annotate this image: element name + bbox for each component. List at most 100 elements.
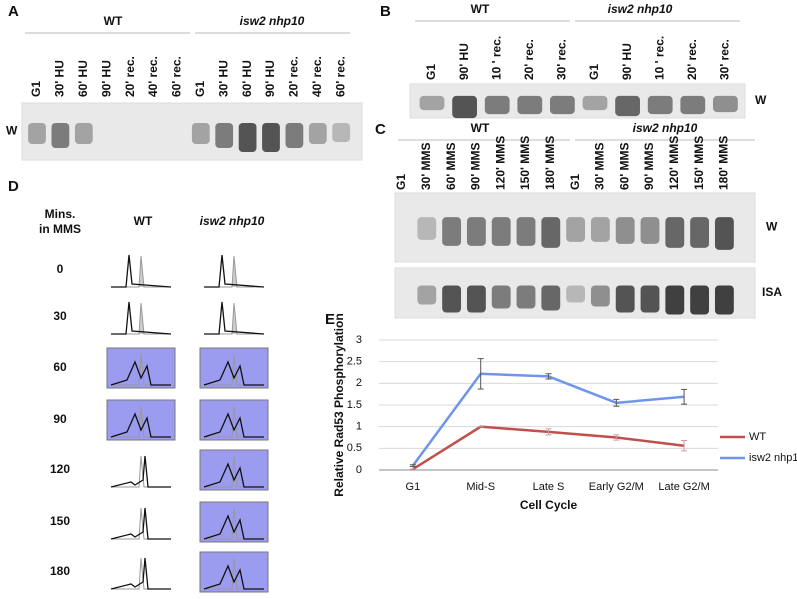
lane-label: 90' HU [620, 43, 634, 80]
lane-label: 60' HU [240, 60, 254, 97]
x-tick-label: Early G2/M [589, 481, 644, 493]
lane-label: G1 [568, 174, 582, 190]
lane-label: 40' rec. [146, 56, 160, 97]
panel-label: B [380, 3, 391, 20]
histogram [203, 564, 264, 590]
error-bar [545, 428, 552, 436]
blot-band [517, 95, 543, 115]
legend-label: WT [749, 431, 766, 443]
blot-band [640, 285, 660, 313]
blot-band [714, 285, 734, 315]
lane-label: 60' HU [76, 60, 90, 97]
blot-band [714, 217, 734, 250]
histogram-gray [204, 255, 264, 288]
blot-band [491, 285, 511, 309]
error-bar [681, 440, 688, 452]
lane-label: 120' MMS [667, 136, 681, 190]
group-label: isw2 nhp10 [608, 2, 673, 16]
lane-label: 60' rec. [170, 56, 184, 97]
blot-band [215, 122, 234, 149]
lane-label: 20' rec. [287, 56, 301, 97]
error-bar [545, 373, 552, 380]
lane-label: 150' MMS [518, 136, 532, 190]
blot-band [665, 217, 685, 248]
lane-label: 40' rec. [310, 56, 324, 97]
y-tick-label: 0.5 [347, 442, 362, 454]
y-tick-label: 1 [356, 421, 362, 433]
blot-band [262, 122, 280, 153]
row-label: 150 [50, 514, 70, 528]
row-label: 0 [57, 262, 64, 276]
lane-label: 90' HU [99, 60, 113, 97]
lane-label: 20' rec. [522, 39, 536, 80]
blot-band [516, 285, 536, 309]
blot-band [590, 285, 610, 307]
blot-band [308, 122, 327, 145]
panel-label: D [8, 178, 19, 195]
blot-band [51, 122, 70, 149]
histogram [203, 514, 264, 540]
lane-label: 150' MMS [692, 136, 706, 190]
lane-label: 90' MMS [642, 142, 656, 190]
blot-band [590, 217, 610, 242]
error-bar [613, 398, 620, 407]
row-label: 90 [53, 412, 67, 426]
blot-band [285, 122, 304, 149]
histogram [203, 412, 264, 438]
group-label: isw2 nhp10 [240, 14, 305, 28]
blot-band [417, 217, 437, 240]
histogram [111, 301, 172, 335]
row-label: W [766, 220, 778, 234]
x-axis-label: Cell Cycle [520, 498, 578, 512]
error-bar [613, 434, 620, 441]
lane-label: 30' HU [53, 60, 67, 97]
histogram [110, 360, 171, 386]
column-header: isw2 nhp10 [200, 214, 265, 228]
blot-band [28, 122, 46, 145]
row-label: ISA [762, 285, 782, 299]
histogram-gray [204, 302, 264, 335]
blot-band [452, 95, 477, 119]
lane-label: G1 [587, 64, 601, 80]
blot-band [615, 285, 635, 313]
x-tick-label: G1 [406, 481, 421, 493]
blot-band [582, 95, 608, 111]
y-tick-label: 2 [356, 377, 362, 389]
row-label: 120 [50, 462, 70, 476]
row-label: 30 [53, 309, 67, 323]
blot-band [713, 95, 738, 113]
blot [21, 102, 363, 161]
lane-label: 30' MMS [593, 142, 607, 190]
group-label: WT [471, 121, 490, 135]
lane-label: 60' MMS [444, 142, 458, 190]
error-bar [681, 388, 688, 405]
y-tick-label: 1.5 [347, 399, 362, 411]
lane-label: 120' MMS [493, 136, 507, 190]
blot-band [690, 217, 710, 248]
x-tick-label: Late G2/M [658, 481, 709, 493]
y-tick-label: 3 [356, 334, 362, 346]
lane-label: 90' HU [263, 60, 277, 97]
lane-label: 90' HU [457, 43, 471, 80]
blot-band [491, 217, 511, 246]
lane-label: 30' rec. [718, 39, 732, 80]
blot-band [640, 217, 660, 244]
panel-label: A [8, 3, 19, 20]
blot-band [419, 95, 445, 111]
column-header: Mins. [45, 207, 76, 221]
error-bar [409, 464, 416, 468]
y-tick-label: 0 [356, 464, 362, 476]
histogram [110, 507, 171, 540]
blot-band [516, 217, 536, 246]
blot-band [647, 95, 673, 115]
group-label: WT [471, 2, 490, 16]
histogram [110, 412, 171, 438]
lane-label: 30' HU [216, 60, 230, 97]
blot-band [550, 95, 575, 115]
lane-label: 30' MMS [419, 142, 433, 190]
lane-label: 10 ' rec. [489, 36, 503, 80]
column-header: in MMS [39, 222, 81, 236]
lane-label: 180' MMS [543, 136, 557, 190]
row-label: 60 [53, 360, 67, 374]
